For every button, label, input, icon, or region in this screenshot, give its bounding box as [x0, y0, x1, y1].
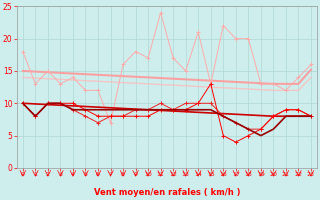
- X-axis label: Vent moyen/en rafales ( km/h ): Vent moyen/en rafales ( km/h ): [94, 188, 240, 197]
